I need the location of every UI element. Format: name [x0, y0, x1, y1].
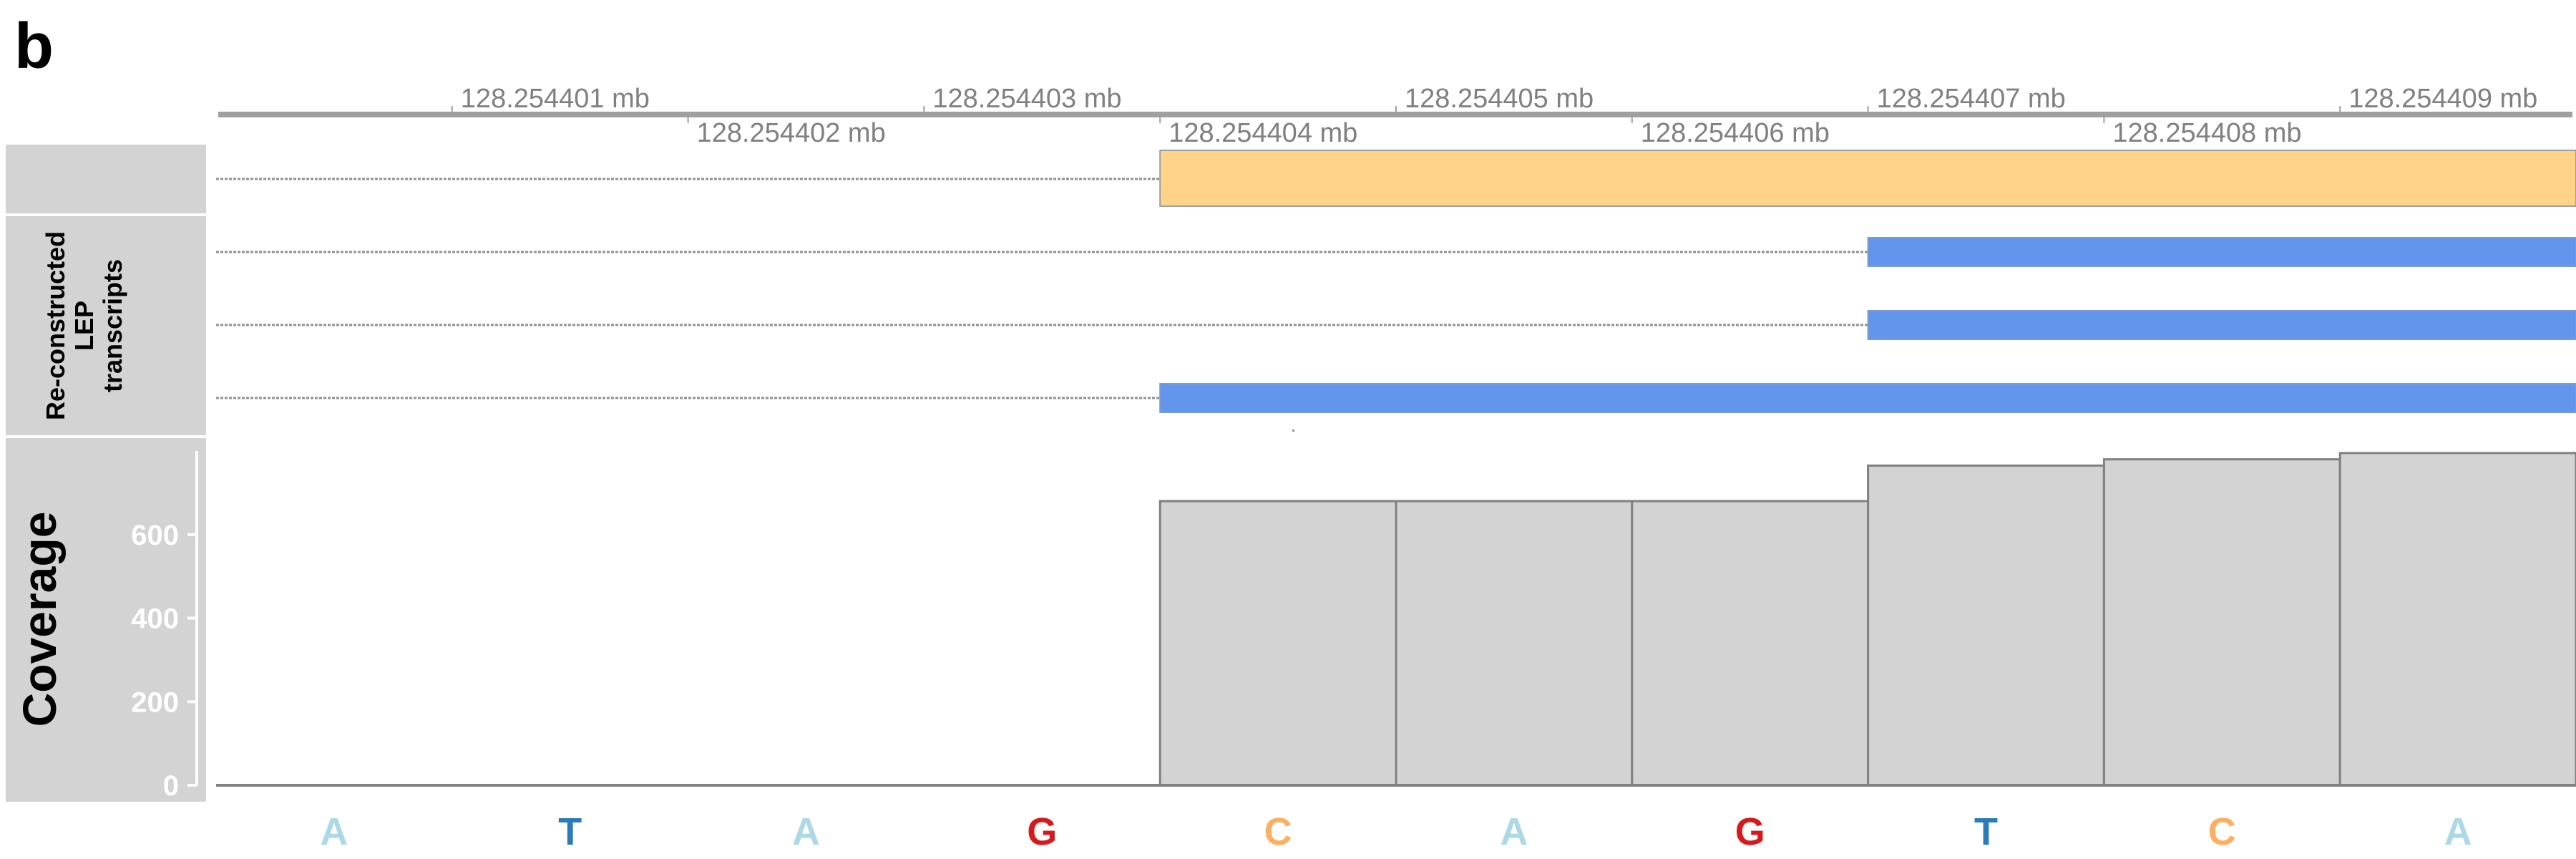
- sequence-base-letter: G: [1735, 810, 1765, 853]
- coverage-track-title-panel: [6, 438, 206, 802]
- coverage-bar: [2102, 458, 2341, 787]
- transcripts-title-line-2: LEP: [69, 301, 99, 351]
- transcripts-track-title-panel: [6, 216, 206, 435]
- axis-tick-label: 128.254401 mb: [461, 84, 650, 114]
- coverage-y-axis: 0 200 400 600: [131, 451, 198, 802]
- coverage-bar: [2338, 452, 2576, 787]
- transcripts-title-line-3: transcripts: [98, 259, 127, 392]
- axis-tick-label: 128.254408 mb: [2112, 118, 2301, 148]
- coverage-y-tick-label: 600: [131, 520, 179, 551]
- transcript-exon-block: [1867, 237, 2576, 267]
- axis-tick-label: 128.254404 mb: [1169, 118, 1357, 148]
- coverage-bar: [1867, 464, 2105, 787]
- sequence-base-letter: C: [2208, 810, 2236, 853]
- transcript-exon-block: [1867, 310, 2576, 340]
- axis-tick-label: 128.254405 mb: [1405, 84, 1594, 114]
- reference-track: [216, 150, 2576, 207]
- transcripts-title-line-1: Re-constructed: [41, 231, 70, 420]
- coverage-y-tick-label: 0: [163, 770, 179, 802]
- axis-tick-label: 128.254407 mb: [1877, 84, 2066, 114]
- sequence-base-letter: A: [2444, 810, 2472, 853]
- axis-tick-label: 128.254406 mb: [1641, 118, 1830, 148]
- sequence-base-letter: T: [558, 810, 582, 853]
- stray-dot: [1292, 430, 1294, 432]
- coverage-track-title: Coverage: [13, 512, 66, 727]
- axis-tick-label: 128.254409 mb: [2348, 84, 2537, 114]
- axis-tick-label: 128.254402 mb: [697, 118, 886, 148]
- genome-axis: 128.254401 mb 128.254402 mb 128.254403 mb 1…: [218, 84, 2572, 148]
- sequence-base-letter: A: [792, 810, 820, 853]
- coverage-y-tick-label: 200: [131, 686, 179, 718]
- sequence-base-letter: A: [320, 810, 348, 853]
- coverage-bar: [1158, 500, 1397, 787]
- sequence-base-letter: G: [1027, 810, 1057, 853]
- reference-track-title-panel: [6, 145, 206, 213]
- coverage-bars: [216, 452, 2576, 787]
- sequence-base-letter: A: [1500, 810, 1528, 853]
- sequence-base-letter: C: [1264, 810, 1292, 853]
- coverage-bar: [1631, 500, 1870, 787]
- transcript-exon-block: [1159, 383, 2576, 413]
- sequence-base-letter: T: [1974, 810, 1998, 853]
- transcripts-track: [216, 237, 2576, 413]
- coverage-bar: [1395, 500, 1634, 787]
- axis-tick-label: 128.254403 mb: [932, 84, 1121, 114]
- panel-label: b: [14, 11, 54, 82]
- reference-feature-block: [1159, 150, 2576, 207]
- transcripts-track-title: Re-constructed LEP transcripts: [41, 231, 127, 420]
- coverage-y-tick-label: 400: [131, 603, 179, 635]
